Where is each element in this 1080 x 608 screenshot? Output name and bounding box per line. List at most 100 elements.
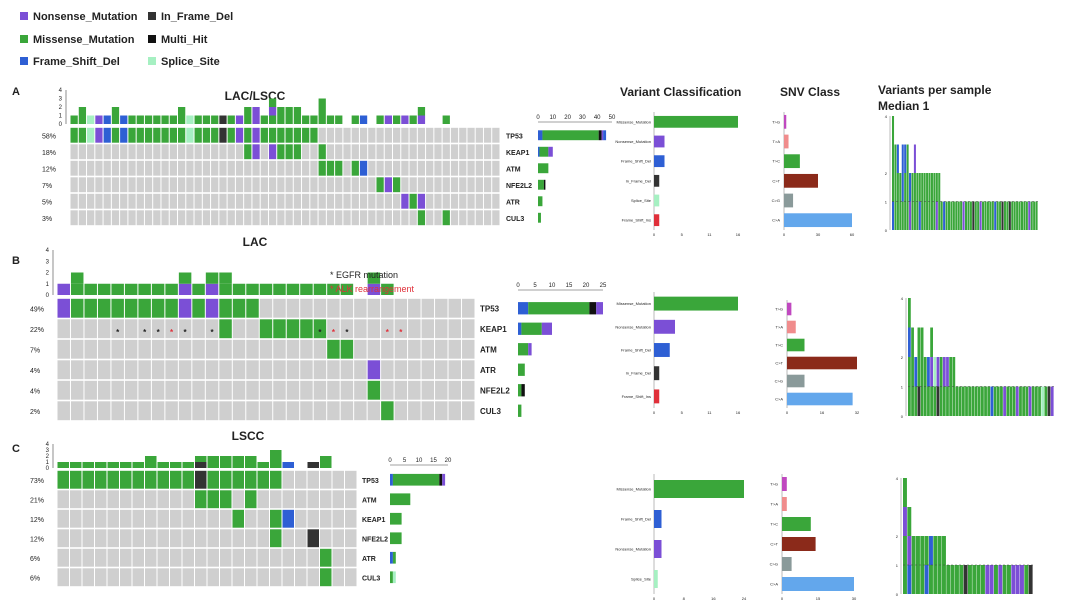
tmb-bar [232,283,246,295]
empty-cell [111,193,120,209]
vps-bar-segment [981,386,984,416]
empty-cell [260,144,268,160]
empty-cell [182,490,194,509]
vps-bar-segment [918,173,921,202]
legend-label: Multi_Hit [161,34,208,46]
tmb-bar [293,115,302,124]
frequency-label: 18% [42,150,56,157]
empty-cell [194,210,202,226]
empty-cell [207,509,219,528]
empty-cell [194,177,202,193]
vps-tick: 4 [885,114,888,119]
tmb-bar [268,107,277,116]
vc-bar [654,194,660,207]
empty-cell [70,568,82,587]
tmb-bar [268,98,277,107]
empty-cell [219,144,227,160]
empty-cell [340,298,354,318]
empty-cell [448,298,462,318]
vc-bar [654,135,665,148]
mutation-cell [259,319,273,339]
vps-bar-segment [971,386,975,416]
vps-bar-segment [1028,386,1032,416]
mutation-marker: * [170,328,174,337]
empty-cell [368,210,376,226]
vps-bar-segment [1044,386,1048,416]
vps-bar-segment [1000,386,1003,416]
vps-bar-segment [960,201,963,230]
vps-bar-segment [1006,201,1009,230]
vps-bar-segment [1047,386,1051,416]
empty-cell [277,193,285,209]
empty-cell [138,360,151,380]
empty-cell [467,127,475,143]
snv-label: C>T [772,178,780,183]
vc-bar [654,389,660,404]
empty-cell [320,529,332,548]
vps-bar-segment [924,536,929,565]
empty-cell [326,193,335,209]
empty-cell [259,380,273,400]
vps-bar-segment [972,201,975,230]
mutation-cell [293,144,302,160]
empty-cell [426,177,434,193]
mutation-cell [293,127,302,143]
empty-cell [178,177,186,193]
tmb-bar [138,283,151,295]
tmb-bar [57,283,70,295]
empty-cell [182,548,194,567]
gene-label: TP53 [506,133,523,140]
empty-cell [235,160,244,176]
vps-bar-segment [920,386,924,416]
mutation-cell [300,319,313,339]
tmb-bar [220,462,232,468]
empty-cell [285,160,293,176]
snv-label: T>G [775,307,783,312]
snv-bar [784,134,789,149]
empty-cell [408,298,421,318]
vps-bar-segment [892,144,895,173]
legend-swatch [148,35,156,43]
vc-bar [654,570,658,588]
empty-cell [207,529,219,548]
tmb-bar [202,115,211,124]
empty-cell [302,160,310,176]
tmb-bar [367,283,381,295]
snv-bar [782,557,792,571]
empty-cell [335,210,343,226]
panel-title: LAC/LSCC [225,89,286,103]
empty-cell [220,509,232,528]
empty-cell [376,144,384,160]
empty-cell [103,177,111,193]
vps-bar-segment [914,357,918,387]
empty-cell [268,210,277,226]
empty-cell [95,160,103,176]
empty-cell [426,160,434,176]
tmb-tick: 1 [46,282,50,288]
empty-cell [273,380,286,400]
mutation-cell [376,177,384,193]
snv-bar [782,477,787,491]
vps-bar-segment [1007,565,1011,594]
empty-cell [327,319,340,339]
tmb-bar [320,462,332,468]
panel-title: LAC [243,235,268,249]
empty-cell [178,380,192,400]
cohort-bar-segment [542,130,599,141]
tmb-bar [220,456,232,462]
empty-cell [257,509,269,528]
empty-cell [227,193,235,209]
tmb-bar [70,462,82,468]
vps-bar-segment [936,386,940,416]
frequency-label: 12% [30,517,44,524]
empty-cell [359,127,368,143]
vps-bar-segment [961,386,965,416]
empty-cell [111,160,120,176]
empty-cell [384,127,392,143]
tmb-bar [205,283,219,295]
tmb-bar [78,115,87,124]
empty-cell [282,490,294,509]
empty-cell [161,210,169,226]
empty-cell [97,339,111,359]
vps-bar-segment [920,536,925,565]
